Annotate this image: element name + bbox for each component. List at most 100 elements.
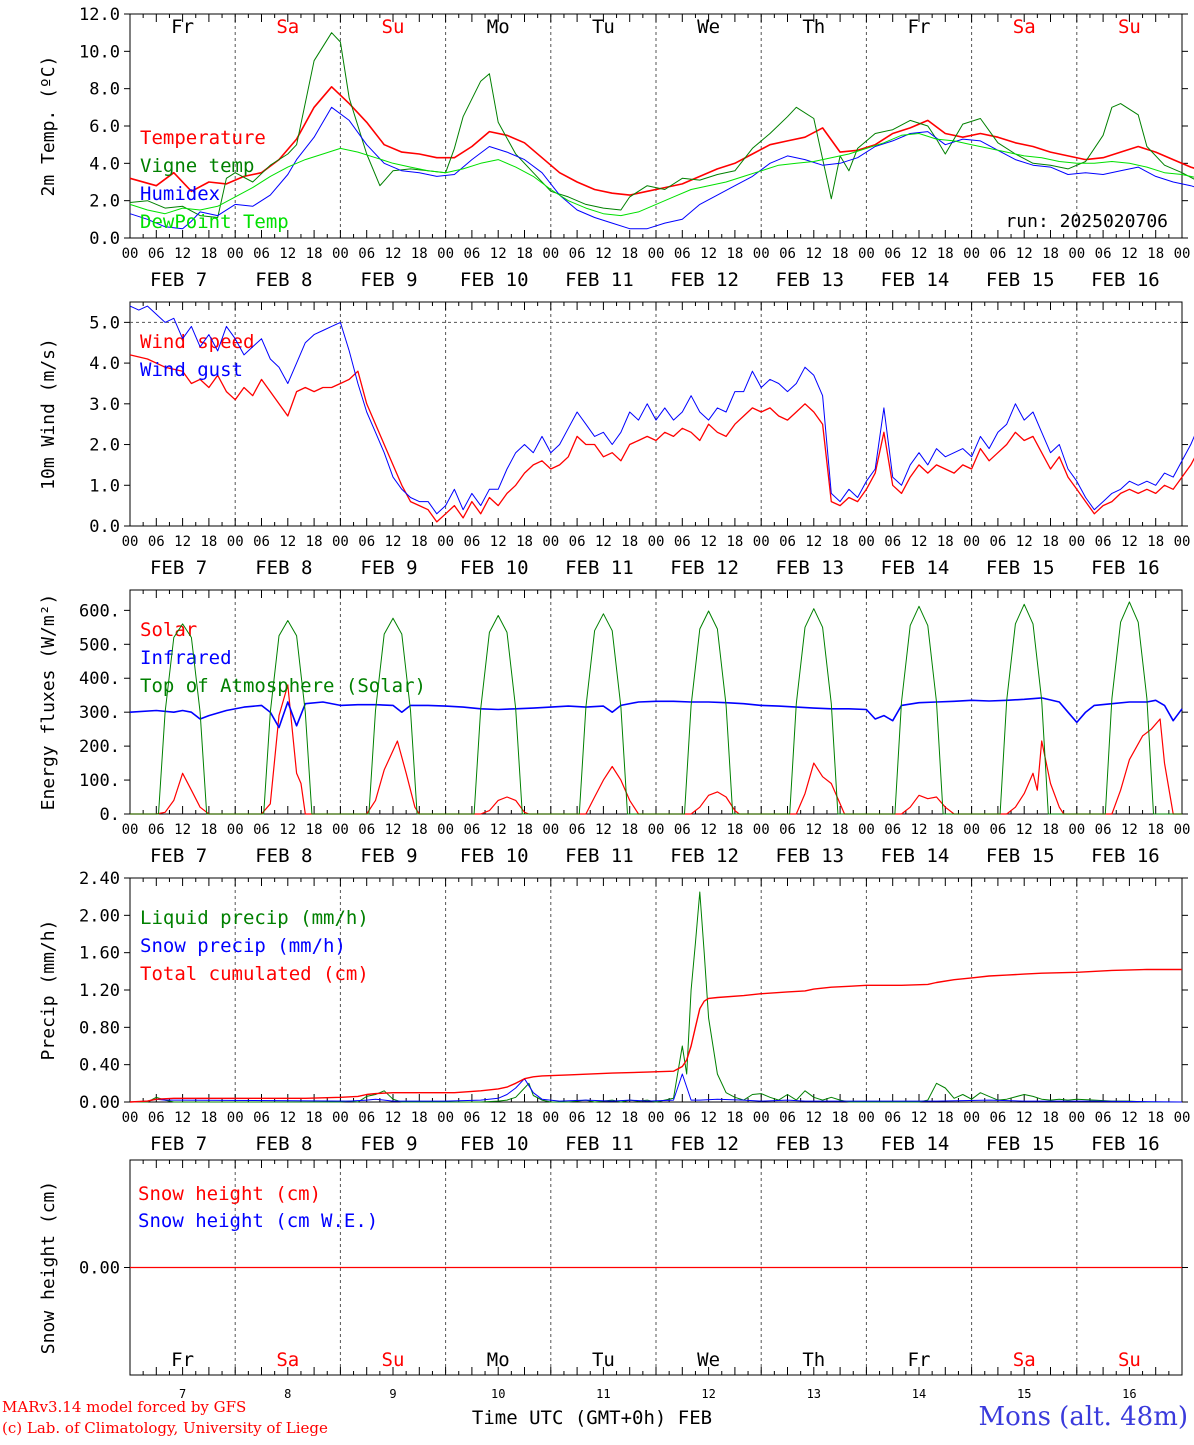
day-number-label: 7 [179, 1387, 186, 1401]
date-label: FEB 13 [775, 269, 844, 291]
hour-tick-label: 00 [542, 1110, 559, 1126]
panel-1-frame [129, 301, 1183, 527]
hour-tick-label: 06 [674, 822, 691, 838]
hour-tick-label: 00 [437, 1110, 454, 1126]
hour-tick-label: 00 [858, 822, 875, 838]
legend-entry: Snow height (cm W.E.) [138, 1210, 378, 1232]
hour-tick-label: 00 [963, 534, 980, 550]
y-tick-label: 0.00 [79, 1093, 120, 1113]
date-label: FEB 13 [775, 845, 844, 867]
date-label: FEB 7 [150, 845, 207, 867]
y-tick-label: 0.40 [79, 1056, 120, 1076]
day-number-label: 9 [389, 1387, 396, 1401]
hour-tick-label: 00 [332, 246, 349, 262]
legend-entry: Liquid precip (mm/h) [140, 907, 369, 929]
hour-tick-label: 06 [569, 822, 586, 838]
hour-tick-label: 06 [253, 246, 270, 262]
series-line-1-0 [129, 354, 1194, 523]
hour-tick-label: 18 [411, 1110, 428, 1126]
hour-tick-label: 12 [805, 822, 822, 838]
y-tick-label: 2.0 [89, 436, 120, 456]
hour-tick-label: 06 [569, 1110, 586, 1126]
hour-tick-label: 00 [858, 534, 875, 550]
hour-tick-label: 06 [463, 1110, 480, 1126]
hour-tick-label: 12 [911, 246, 928, 262]
station-label: Mons (alt. 48m) [978, 1402, 1188, 1432]
hour-tick-label: 18 [516, 534, 533, 550]
date-label: FEB 14 [881, 269, 950, 291]
day-number-label: 8 [284, 1387, 291, 1401]
hour-tick-label: 12 [490, 1110, 507, 1126]
date-label: FEB 15 [986, 1133, 1055, 1155]
hour-tick-label: 06 [253, 534, 270, 550]
hour-tick-label: 00 [227, 534, 244, 550]
hour-tick-label: 00 [753, 246, 770, 262]
hour-tick-label: 06 [1095, 246, 1112, 262]
y-tick-label: 8.0 [89, 80, 120, 100]
hour-tick-label: 00 [1068, 822, 1085, 838]
date-label: FEB 10 [460, 269, 529, 291]
y-tick-label: 0. [100, 805, 120, 825]
hour-tick-label: 12 [174, 246, 191, 262]
day-number-label: 15 [1017, 1387, 1031, 1401]
hour-tick-label: 00 [1174, 1110, 1191, 1126]
hour-tick-label: 12 [385, 1110, 402, 1126]
hour-tick-label: 06 [148, 822, 165, 838]
hour-tick-label: 06 [463, 246, 480, 262]
date-label: FEB 14 [881, 845, 950, 867]
date-label: FEB 12 [670, 557, 739, 579]
hour-tick-label: 00 [1174, 246, 1191, 262]
date-label: FEB 8 [255, 845, 312, 867]
weekday-label: Su [1118, 16, 1141, 38]
hour-tick-label: 06 [884, 246, 901, 262]
hour-tick-label: 12 [174, 1110, 191, 1126]
hour-tick-label: 18 [1147, 822, 1164, 838]
date-label: FEB 13 [775, 1133, 844, 1155]
hour-tick-label: 12 [595, 534, 612, 550]
hour-tick-label: 18 [621, 246, 638, 262]
date-label: FEB 10 [460, 557, 529, 579]
date-label: FEB 9 [360, 1133, 417, 1155]
hour-tick-label: 12 [805, 534, 822, 550]
legend-entry: DewPoint Temp [140, 211, 289, 233]
weekday-label: We [697, 16, 720, 38]
y-tick-label: 2.00 [79, 906, 120, 926]
hour-tick-label: 12 [1016, 822, 1033, 838]
hour-tick-label: 12 [805, 246, 822, 262]
lab-credit: (c) Lab. of Climatology, University of L… [2, 1419, 328, 1437]
hour-tick-label: 06 [674, 534, 691, 550]
hour-tick-label: 06 [358, 246, 375, 262]
hour-tick-label: 18 [200, 534, 217, 550]
hour-tick-label: 00 [122, 246, 139, 262]
weekday-label: Tu [592, 1349, 615, 1371]
y-tick-label: 0.00 [79, 1259, 120, 1279]
y-axis-label: 10m Wind (m/s) [38, 338, 59, 490]
hour-tick-label: 18 [937, 246, 954, 262]
hour-tick-label: 12 [911, 1110, 928, 1126]
y-axis-label: Snow height (cm) [38, 1181, 59, 1354]
hour-tick-label: 12 [700, 246, 717, 262]
hour-tick-label: 00 [963, 822, 980, 838]
hour-tick-label: 00 [122, 822, 139, 838]
hour-tick-label: 00 [963, 1110, 980, 1126]
y-tick-label: 1.0 [89, 476, 120, 496]
hour-tick-label: 12 [1121, 534, 1138, 550]
hour-tick-label: 12 [279, 1110, 296, 1126]
hour-tick-label: 12 [700, 822, 717, 838]
hour-tick-label: 18 [937, 1110, 954, 1126]
hour-tick-label: 00 [542, 534, 559, 550]
hour-tick-label: 12 [174, 534, 191, 550]
hour-tick-label: 18 [1042, 534, 1059, 550]
hour-tick-label: 18 [1042, 1110, 1059, 1126]
hour-tick-label: 00 [648, 822, 665, 838]
hour-tick-label: 00 [542, 822, 559, 838]
date-label: FEB 12 [670, 269, 739, 291]
series-line-0-2 [129, 106, 1194, 230]
hour-tick-label: 00 [332, 534, 349, 550]
legend-entry: Wind gust [140, 359, 243, 381]
legend-entry: Total cumulated (cm) [140, 963, 369, 985]
day-number-label: 16 [1122, 1387, 1136, 1401]
date-label: FEB 14 [881, 557, 950, 579]
series-line-2-0 [130, 684, 1182, 815]
hour-tick-label: 00 [858, 1110, 875, 1126]
